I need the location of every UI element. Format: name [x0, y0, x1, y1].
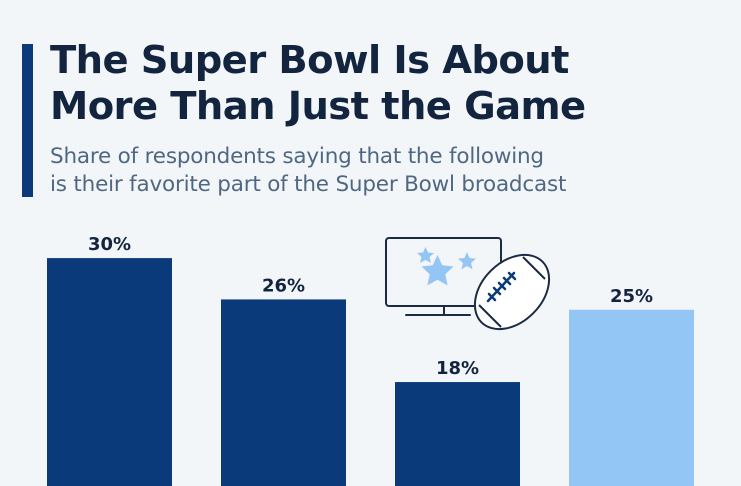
subtitle-line-1: Share of respondents saying that the fol… — [50, 144, 544, 169]
data-label-3: 18% — [436, 358, 479, 379]
bar-4 — [569, 309, 694, 486]
bars-group — [47, 258, 694, 486]
star-icon — [417, 247, 476, 286]
title-accent-bar — [22, 44, 33, 197]
bar-1 — [47, 258, 172, 486]
subtitle-line-2: is their favorite part of the Super Bowl… — [50, 172, 567, 197]
chart-title: The Super Bowl Is About More Than Just th… — [50, 38, 586, 130]
football-icon — [473, 253, 551, 331]
title-line-1: The Super Bowl Is About — [50, 38, 569, 83]
data-label-2: 26% — [262, 275, 305, 296]
data-labels-group: 30% 26% 18% 25% — [88, 234, 653, 379]
bar-3 — [395, 382, 520, 486]
data-label-4: 25% — [610, 286, 653, 307]
title-line-2: More Than Just the Game — [50, 84, 586, 129]
bar-2 — [221, 299, 346, 486]
data-label-1: 30% — [88, 234, 131, 255]
broadcast-illustration — [385, 237, 551, 331]
chart-subtitle: Share of respondents saying that the fol… — [50, 143, 566, 199]
